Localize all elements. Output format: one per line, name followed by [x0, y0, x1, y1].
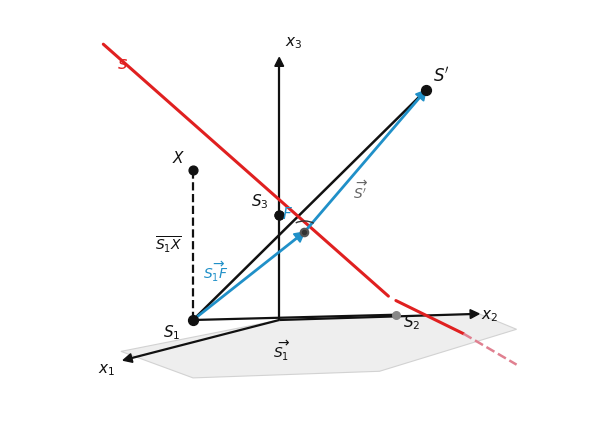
- Text: $S'$: $S'$: [433, 67, 449, 86]
- Point: [421, 87, 431, 94]
- Text: $X$: $X$: [172, 150, 185, 166]
- Text: $x_3$: $x_3$: [284, 35, 302, 51]
- Text: $s$: $s$: [116, 55, 128, 73]
- Polygon shape: [470, 310, 479, 319]
- Point: [274, 212, 284, 219]
- Text: $S_3$: $S_3$: [251, 192, 268, 211]
- Point: [188, 316, 198, 324]
- Text: $\overrightarrow{S_1}$: $\overrightarrow{S_1}$: [273, 339, 290, 363]
- Point: [274, 212, 284, 219]
- Point: [188, 167, 198, 174]
- Polygon shape: [123, 354, 133, 362]
- Point: [391, 311, 401, 318]
- Polygon shape: [121, 314, 517, 378]
- Text: $\overrightarrow{S_1F}$: $\overrightarrow{S_1F}$: [203, 259, 229, 284]
- Text: $S_2$: $S_2$: [403, 313, 420, 332]
- Text: $x_2$: $x_2$: [481, 308, 499, 324]
- Text: $\overrightarrow{S'}$: $\overrightarrow{S'}$: [353, 179, 368, 202]
- Point: [299, 229, 309, 236]
- Text: $F$: $F$: [283, 206, 293, 222]
- Polygon shape: [293, 232, 304, 242]
- Polygon shape: [275, 57, 284, 66]
- Point: [299, 229, 309, 236]
- Polygon shape: [416, 90, 426, 101]
- Text: $\overline{S_1X}$: $\overline{S_1X}$: [155, 235, 182, 255]
- Text: $x_1$: $x_1$: [98, 362, 115, 378]
- Text: $S_1$: $S_1$: [163, 324, 181, 342]
